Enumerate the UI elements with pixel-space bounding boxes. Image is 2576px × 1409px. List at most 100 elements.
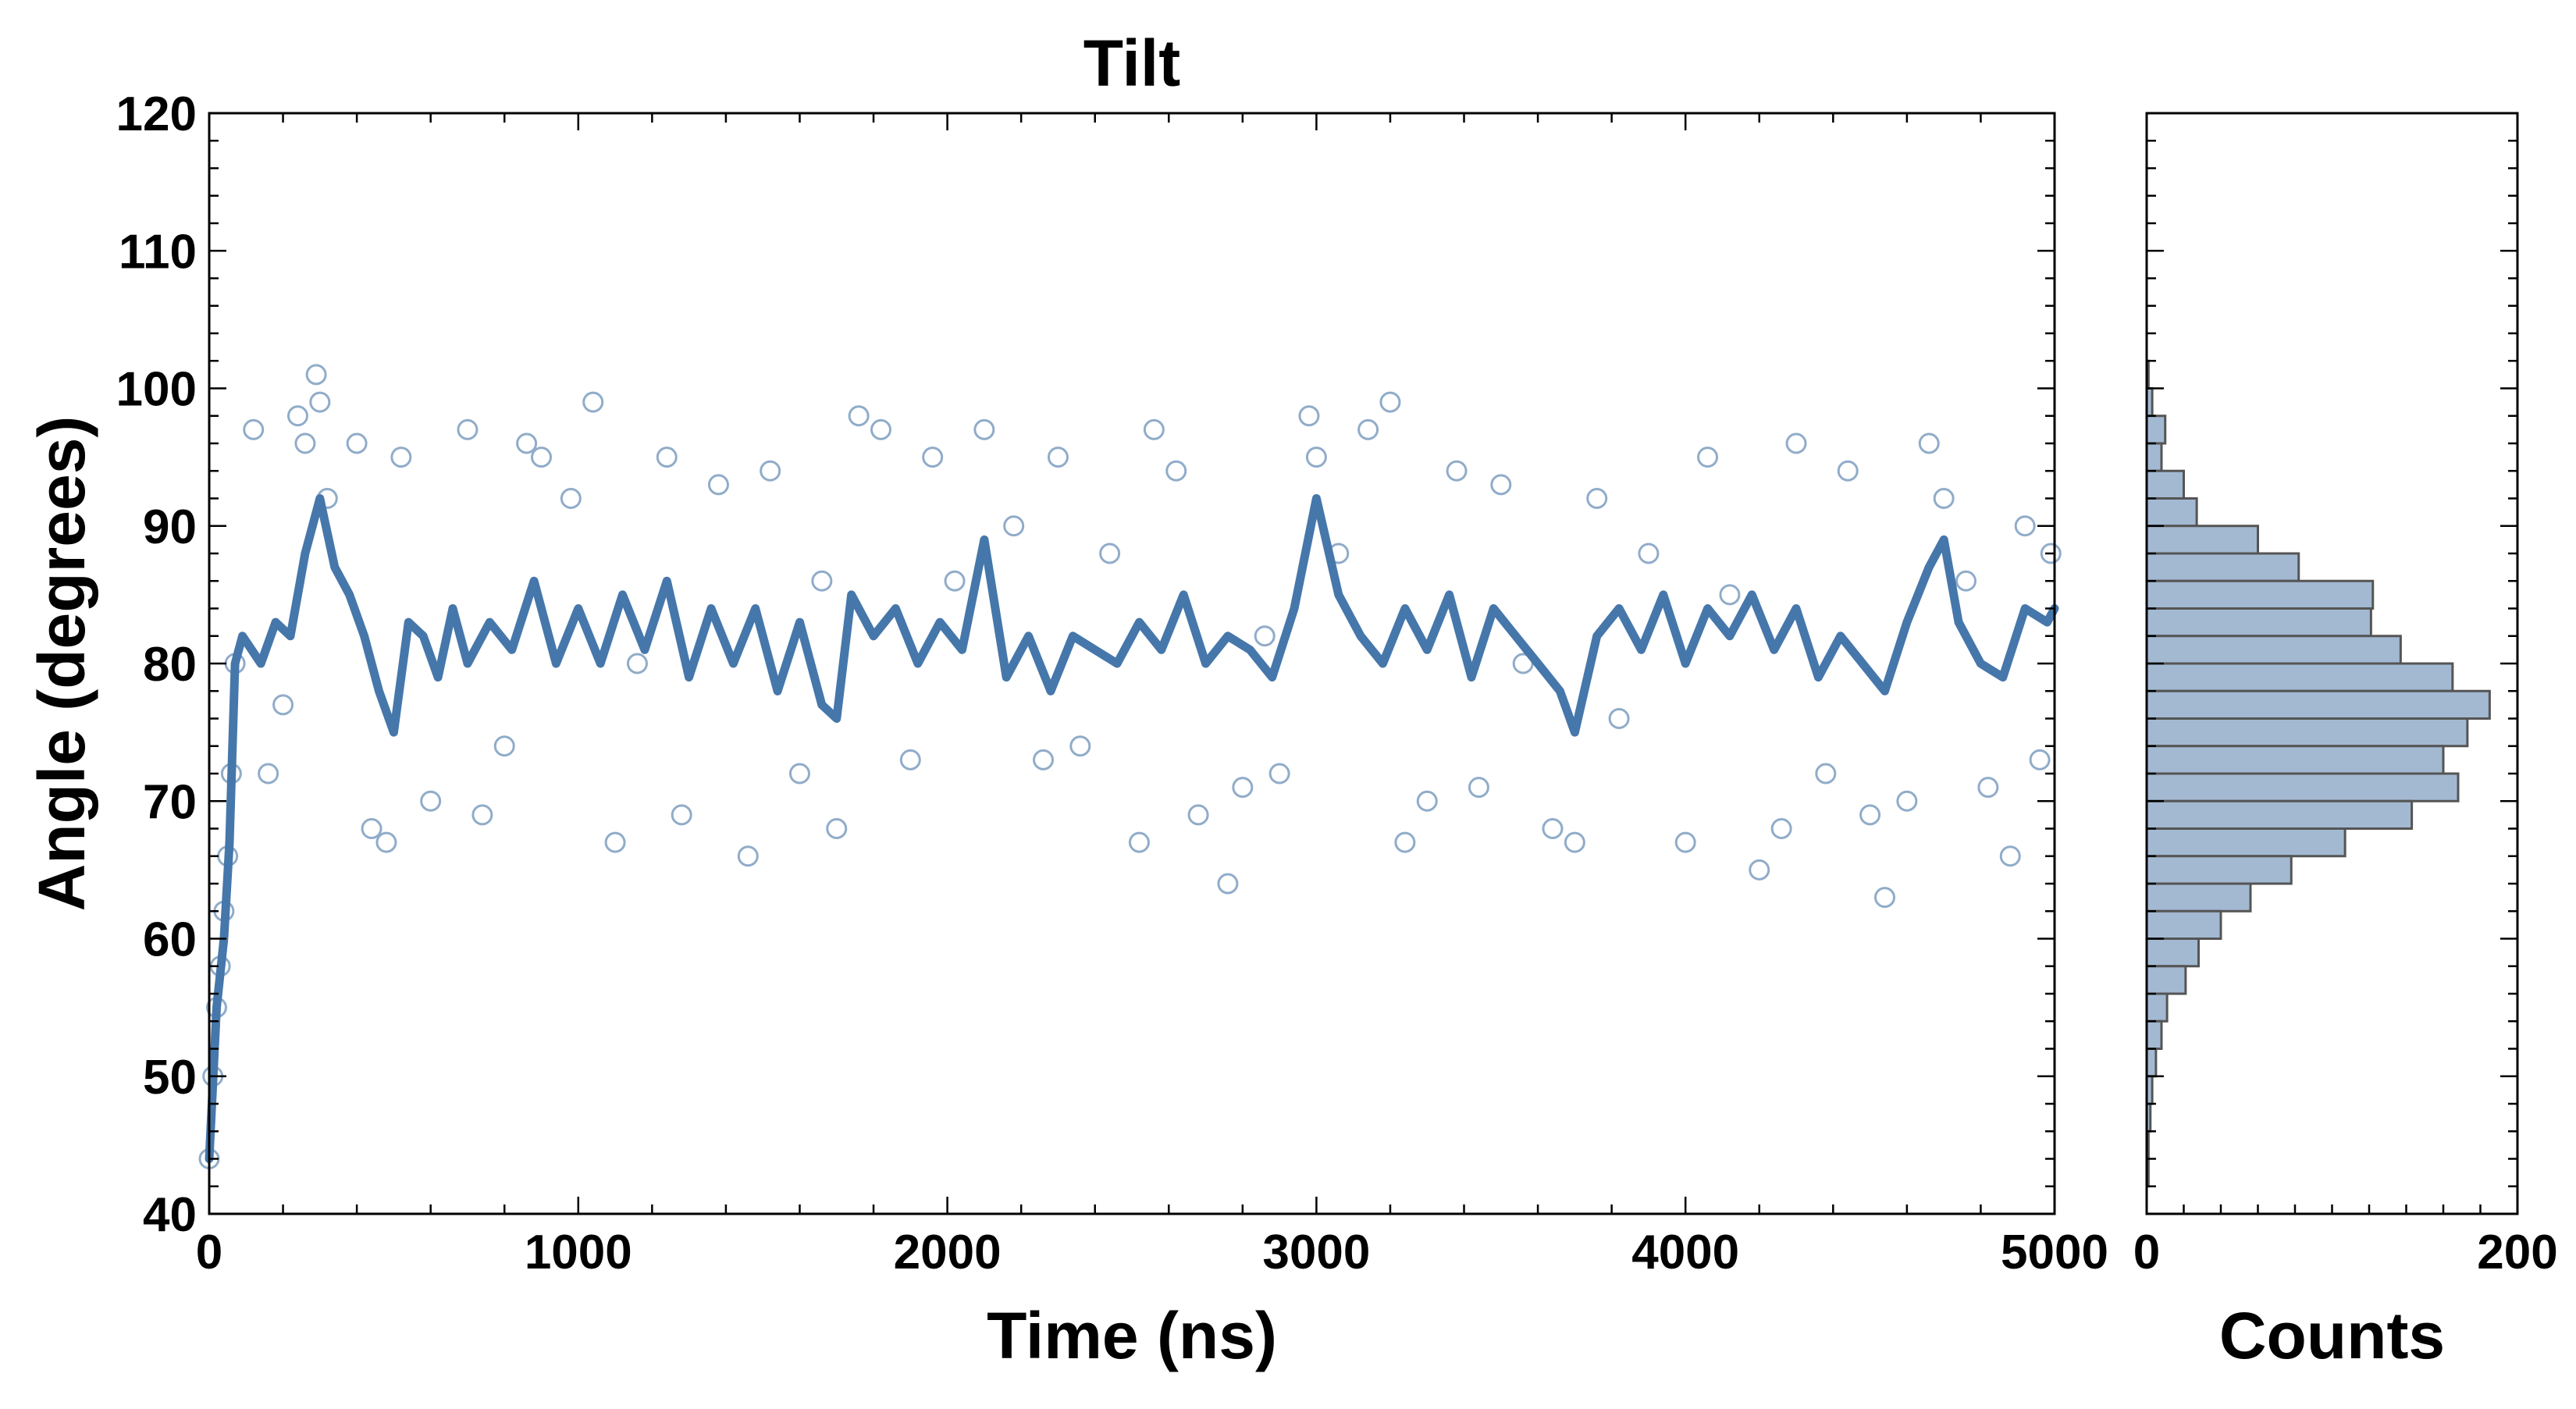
scatter-point [899, 749, 921, 770]
y-tick-label: 40 [143, 1188, 197, 1242]
scatter-point [2029, 749, 2051, 770]
scatter-point [375, 831, 397, 853]
histogram-bar [2145, 965, 2187, 995]
scatter-point [1232, 777, 1254, 799]
scatter-point [1638, 543, 1660, 564]
scatter-points [198, 364, 2062, 1169]
scatter-point [811, 570, 833, 592]
histogram-bar [2145, 662, 2454, 692]
scatter-point [258, 763, 279, 785]
scatter-point [1394, 831, 1416, 853]
scatter-point [305, 364, 327, 386]
histogram-bar [2145, 469, 2185, 500]
histogram-bar [2145, 579, 2375, 610]
scatter-point [1298, 405, 1320, 427]
scatter-point [1697, 447, 1719, 468]
scatter-point [420, 790, 442, 812]
histogram-x-tick-label: 200 [2477, 1226, 2557, 1279]
scatter-point [1815, 763, 1837, 785]
scatter-point [1217, 873, 1239, 895]
scatter-point [1749, 859, 1770, 881]
histogram-ticks [2145, 112, 2519, 1215]
histogram-plot: 0 200 [2133, 112, 2558, 1279]
scatter-point [390, 447, 412, 468]
histogram-bar [2145, 938, 2200, 968]
scatter-point [346, 432, 368, 454]
scatter-point [826, 818, 848, 839]
histogram-x-tick-label: 0 [2133, 1226, 2160, 1279]
x-tick-label: 4000 [1631, 1226, 1739, 1279]
histogram-bar [2145, 855, 2293, 885]
scatter-point [788, 763, 810, 785]
scatter-point [1099, 543, 1121, 564]
main-plot: 0 1000 2000 3000 4000 5000 40 50 60 70 80 90 100 110 1… [116, 87, 2108, 1279]
scatter-point [1069, 735, 1091, 757]
chart-title: Tilt [1083, 27, 1180, 100]
x-tick-label: 0 [196, 1226, 222, 1279]
scatter-point [870, 418, 891, 440]
histogram-bar [2145, 772, 2460, 802]
scatter-point [922, 447, 944, 468]
scatter-point [2040, 543, 2062, 564]
running-average-path [205, 494, 2059, 1163]
scatter-point [1918, 432, 1940, 454]
scatter-point [1542, 818, 1564, 839]
scatter-point [1446, 460, 1468, 482]
scatter-point [737, 845, 759, 867]
scatter-point [1586, 488, 1608, 509]
histogram-bar [2145, 745, 2445, 775]
scatter-point [1379, 391, 1401, 413]
y-tick-label: 70 [143, 775, 197, 829]
histogram-bar [2145, 909, 2222, 940]
histogram-bar [2145, 992, 2169, 1023]
scatter-point [309, 391, 331, 413]
scatter-point [760, 460, 781, 482]
scatter-point [243, 418, 265, 440]
scatter-point [1608, 708, 1630, 729]
histogram-bar [2145, 827, 2347, 858]
scatter-point [1254, 625, 1276, 647]
scatter-point [1785, 432, 1807, 454]
histogram-bar [2145, 415, 2167, 445]
scatter-point [582, 391, 604, 413]
scatter-point [1564, 831, 1585, 853]
scatter-point [272, 694, 294, 716]
y-tick-label: 90 [143, 500, 197, 554]
scatter-point [1933, 488, 1955, 509]
scatter-point [1047, 447, 1069, 468]
x-tick-label: 3000 [1262, 1226, 1370, 1279]
scatter-point [1003, 515, 1025, 537]
x-tick-label: 1000 [525, 1226, 632, 1279]
scatter-point [286, 405, 308, 427]
main-tick-labels: 0 1000 2000 3000 4000 5000 40 50 60 70 80 90 100 110 1… [116, 87, 2108, 1279]
scatter-point [294, 432, 316, 454]
scatter-point [1165, 460, 1187, 482]
scatter-point [493, 735, 515, 757]
scatter-point [848, 405, 870, 427]
histogram-x-axis-label: Counts [2219, 1299, 2445, 1372]
main-plot-frame [208, 112, 2056, 1215]
scatter-point [1357, 418, 1379, 440]
y-tick-label: 110 [119, 225, 197, 279]
histogram-tick-labels: 0 200 [2133, 1226, 2558, 1279]
scatter-point [457, 418, 479, 440]
scatter-point [707, 474, 729, 496]
y-tick-label: 100 [116, 363, 197, 417]
y-tick-label: 120 [116, 87, 197, 141]
histogram-bar [2145, 525, 2259, 555]
y-axis-label: Angle (degrees) [25, 416, 98, 912]
scatter-point [1674, 831, 1696, 853]
scatter-point [944, 570, 966, 592]
scatter-point [1896, 790, 1918, 812]
scatter-point [973, 418, 995, 440]
scatter-point [604, 831, 626, 853]
histogram-bar [2145, 882, 2252, 913]
histogram-bar [2145, 635, 2402, 665]
scatter-point [1874, 887, 1896, 909]
histogram-bars [2145, 359, 2491, 1188]
histogram-bar [2145, 497, 2198, 528]
scatter-point [626, 653, 648, 674]
scatter-point [671, 804, 692, 826]
